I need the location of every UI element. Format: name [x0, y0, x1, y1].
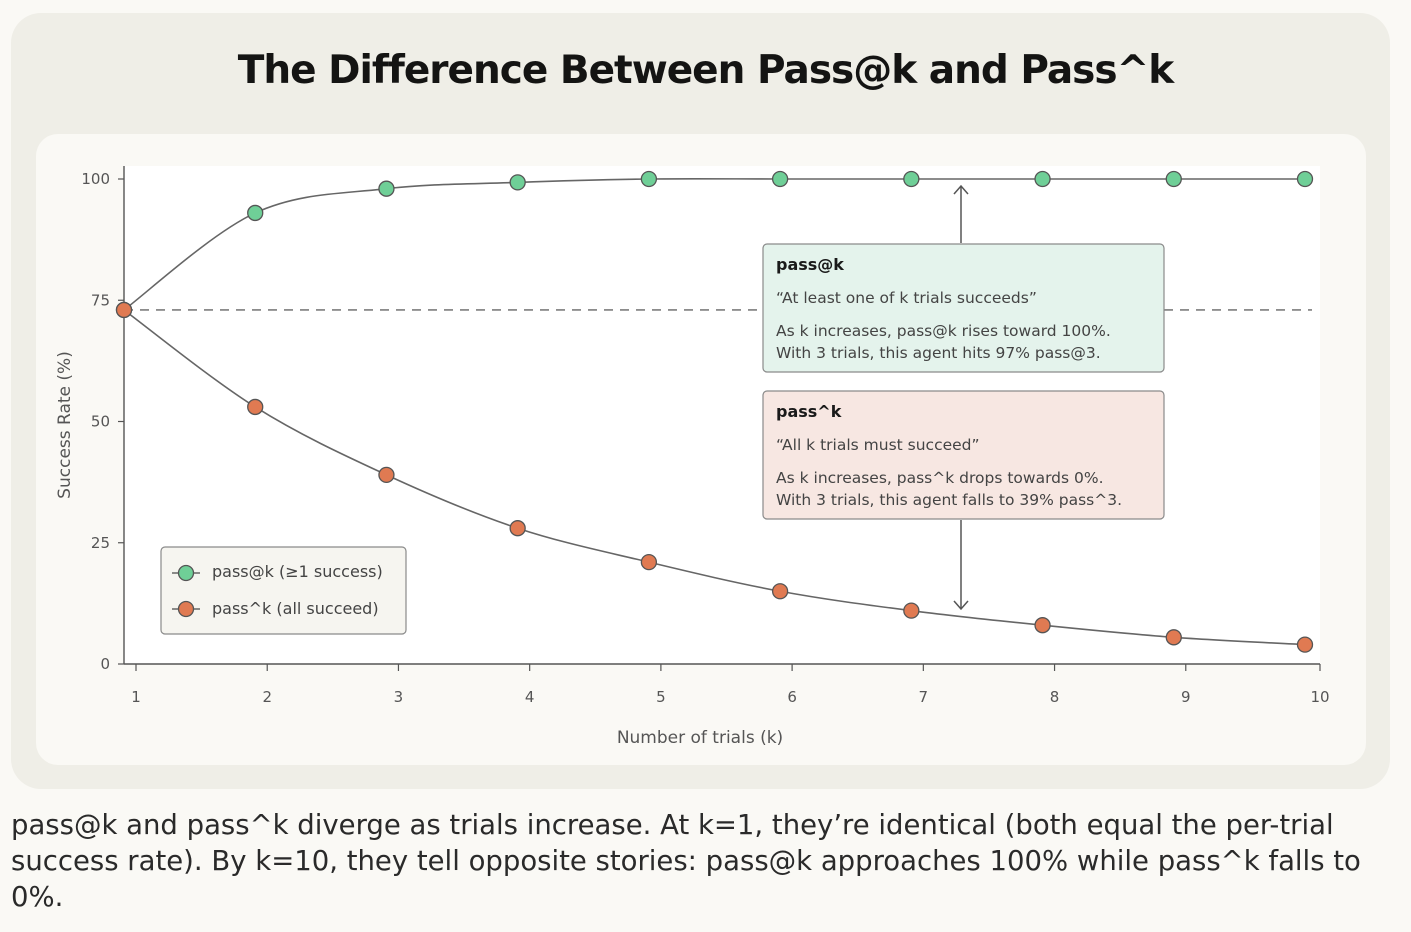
pass-at-k-box-line2: With 3 trials, this agent hits 97% pass@…: [776, 344, 1101, 362]
x-axis-title: Number of trials (k): [617, 728, 783, 748]
pass-at-k-box-title: pass@k: [776, 255, 844, 274]
legend-item-pass-at-k: pass@k (≥1 success): [172, 562, 383, 582]
data-point-pass-at-k-k6: [771, 170, 789, 188]
down-arrow: [953, 520, 969, 611]
x-tick-label: 7: [919, 688, 929, 706]
legend-marker-pass-pow-k: [177, 600, 195, 618]
data-point-pass-pow-k-k1: [115, 301, 133, 319]
y-tick-label: 50: [91, 413, 110, 431]
series-lines: [123, 177, 1306, 646]
pass-pow-k-box: [762, 390, 1165, 520]
pass-at-k-box-line1: As k increases, pass@k rises toward 100%…: [776, 322, 1111, 340]
x-tick-label: 1: [131, 688, 141, 706]
axes: 0 25 50 75 100 1 2 3 4 5 6 7 8 9 10: [81, 166, 1330, 706]
data-point-pass-at-k-k7: [903, 170, 920, 188]
data-point-pass-pow-k-k10: [1296, 636, 1314, 653]
x-tick-label: 4: [525, 688, 535, 706]
data-point-pass-at-k-k2: [247, 204, 264, 222]
up-arrow: [953, 184, 969, 243]
y-tick-label: 0: [100, 655, 110, 673]
legend-box: [160, 546, 407, 635]
pass-at-k-box-quote: “At least one of k trials succeeds”: [776, 289, 1037, 307]
data-point-pass-pow-k-k5: [640, 554, 658, 571]
x-tick-label: 9: [1181, 688, 1191, 706]
data-point-pass-at-k-k4: [509, 174, 526, 191]
legend-marker-pass-at-k: [177, 564, 195, 582]
data-point-pass-at-k-k10: [1296, 170, 1314, 188]
data-point-pass-at-k-k3: [378, 180, 395, 197]
x-tick-label: 8: [1050, 688, 1060, 706]
pass-pow-k-box-line2: With 3 trials, this agent falls to 39% p…: [776, 491, 1122, 509]
pass-pow-k-box-quote: “All k trials must succeed”: [776, 436, 980, 454]
data-point-pass-pow-k-k3: [378, 466, 395, 484]
data-point-pass-at-k-k9: [1165, 170, 1182, 188]
x-tick-label: 3: [394, 688, 404, 706]
series-line-pass-pow-k: [123, 309, 1306, 646]
x-tick-label: 6: [787, 688, 797, 706]
data-point-pass-pow-k-k9: [1165, 629, 1182, 646]
pass-pow-k-box-line1: As k increases, pass^k drops towards 0%.: [776, 469, 1104, 487]
pass-pow-k-annotation: pass^k “All k trials must succeed” As k …: [762, 390, 1165, 520]
y-axis-title: Success Rate (%): [55, 351, 75, 499]
data-point-pass-at-k-k8: [1034, 170, 1051, 188]
series-points: [115, 170, 1314, 653]
series-line-pass-at-k: [123, 177, 1305, 311]
y-tick-label: 75: [91, 291, 110, 309]
legend-item-pass-pow-k: pass^k (all succeed): [172, 599, 379, 618]
line-chart: 0 25 50 75 100 1 2 3 4 5 6 7 8 9 10 Number of trials (…: [55, 166, 1330, 748]
pass-at-k-box: [762, 243, 1165, 373]
data-point-pass-pow-k-k4: [509, 520, 526, 537]
data-point-pass-pow-k-k8: [1034, 617, 1051, 634]
x-tick-label: 2: [262, 688, 272, 706]
data-point-pass-pow-k-k7: [903, 602, 920, 619]
pass-pow-k-box-title: pass^k: [776, 402, 842, 421]
data-point-pass-pow-k-k6: [771, 583, 789, 600]
legend: pass@k (≥1 success) pass^k (all succeed): [160, 546, 407, 635]
y-tick-label: 25: [91, 534, 110, 552]
x-tick-label: 10: [1310, 688, 1329, 706]
x-tick-label: 5: [656, 688, 666, 706]
figure-caption: pass@k and pass^k diverge as trials incr…: [11, 809, 1361, 913]
data-point-pass-pow-k-k2: [247, 398, 264, 416]
chart-title: The Difference Between Pass@k and Pass^k: [237, 48, 1174, 93]
pass-at-k-annotation: pass@k “At least one of k trials succeed…: [762, 243, 1165, 373]
y-tick-label: 100: [81, 170, 110, 188]
legend-label-pass-at-k: pass@k (≥1 success): [212, 562, 383, 581]
data-point-pass-at-k-k5: [640, 170, 658, 188]
legend-label-pass-pow-k: pass^k (all succeed): [212, 599, 379, 618]
